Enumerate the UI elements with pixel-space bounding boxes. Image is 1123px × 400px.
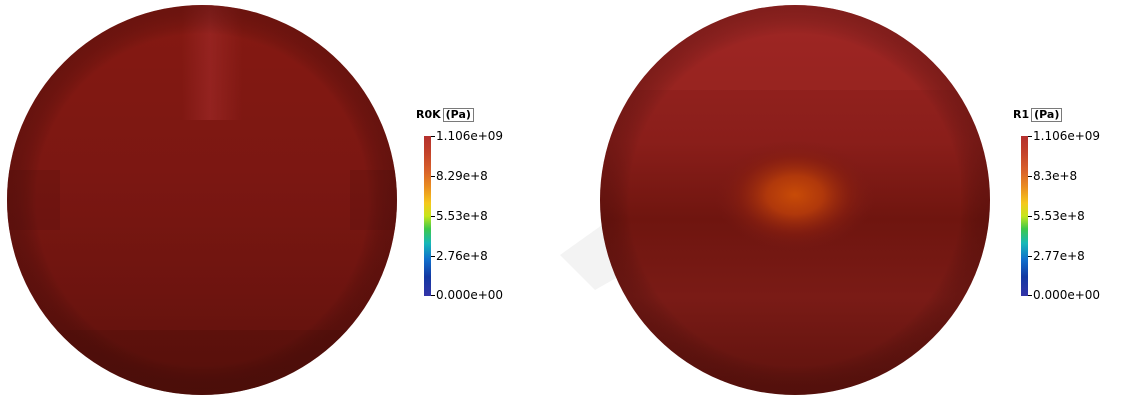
tick	[431, 136, 435, 137]
tick-label: 5.53e+8	[1033, 209, 1085, 223]
disk-left	[7, 5, 397, 395]
scalar-bar-unit: (Pa)	[442, 108, 474, 122]
tick	[431, 176, 435, 177]
tick-label: 8.3e+8	[1033, 169, 1078, 183]
scalar-bar-title: R1 (Pa)	[1013, 108, 1063, 122]
scalar-bar-left: R0K (Pa) 1.106e+09 8.29e+8 5.53e+8 2.76e+…	[0, 0, 540, 396]
tick-label: 0.000e+00	[436, 288, 504, 302]
render-view-left: R0K (Pa) 1.106e+09 8.29e+8 5.53e+8 2.76e+…	[0, 0, 540, 396]
scalar-bar-title: R0K (Pa)	[416, 108, 474, 122]
tick-label: 5.53e+8	[436, 209, 488, 223]
tick	[1028, 216, 1032, 217]
tick	[1028, 256, 1032, 257]
tick-label: 8.29e+8	[436, 169, 488, 183]
render-view-right: R1 (Pa) 1.106e+09 8.3e+8 5.53e+8 2.77e+8 …	[560, 0, 1123, 396]
tick-label: 2.77e+8	[1033, 249, 1085, 263]
scalar-bar-variable: R0K	[416, 108, 441, 121]
tick	[431, 216, 435, 217]
color-legend-gradient	[424, 136, 431, 296]
tick	[1028, 295, 1032, 296]
tick-label: 2.76e+8	[436, 249, 488, 263]
scalar-bar-right: R1 (Pa) 1.106e+09 8.3e+8 5.53e+8 2.77e+8 …	[560, 0, 1123, 396]
tick	[431, 295, 435, 296]
tick-label: 1.106e+09	[436, 129, 504, 143]
color-legend-gradient	[1021, 136, 1028, 296]
tick-label: 0.000e+00	[1033, 288, 1101, 302]
tick	[1028, 136, 1032, 137]
tick-label: 1.106e+09	[1033, 129, 1101, 143]
scalar-bar-variable: R1	[1013, 108, 1030, 121]
tick	[1028, 176, 1032, 177]
tick	[431, 256, 435, 257]
disk-right	[600, 5, 990, 395]
scalar-bar-unit: (Pa)	[1031, 108, 1063, 122]
